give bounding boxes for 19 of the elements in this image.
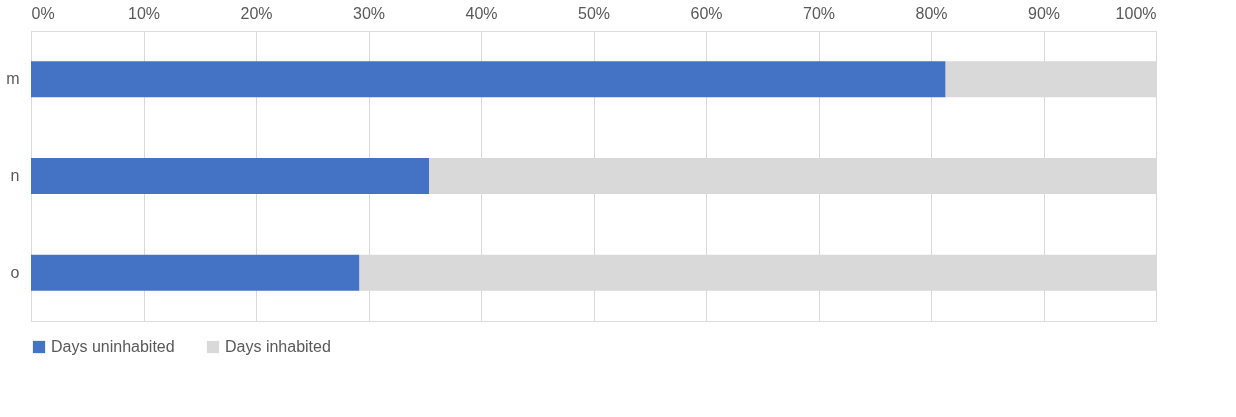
x-tick-label: 70% — [802, 4, 836, 22]
x-tick-label: 20% — [240, 4, 273, 22]
x-tick-label: 100% — [1115, 4, 1157, 22]
bar — [31, 254, 360, 291]
x-tick-label: 40% — [465, 4, 498, 22]
x-tick-label: 10% — [127, 4, 161, 22]
legend-label: Days uninhabited — [51, 338, 175, 355]
x-tick-label: 90% — [1027, 4, 1061, 22]
x-tick-label: 60% — [690, 4, 723, 22]
y-tick-label: m — [6, 70, 20, 88]
y-tick-label: o — [10, 263, 20, 281]
y-tick-label: n — [10, 167, 20, 184]
x-tick-label: 30% — [352, 4, 386, 22]
bar — [31, 61, 946, 98]
legend-label: Days inhabited — [225, 338, 331, 355]
x-tick-label: 50% — [577, 4, 611, 22]
bar — [31, 158, 430, 194]
x-tick-label: 0% — [31, 4, 55, 22]
x-tick-label: 80% — [915, 4, 948, 22]
